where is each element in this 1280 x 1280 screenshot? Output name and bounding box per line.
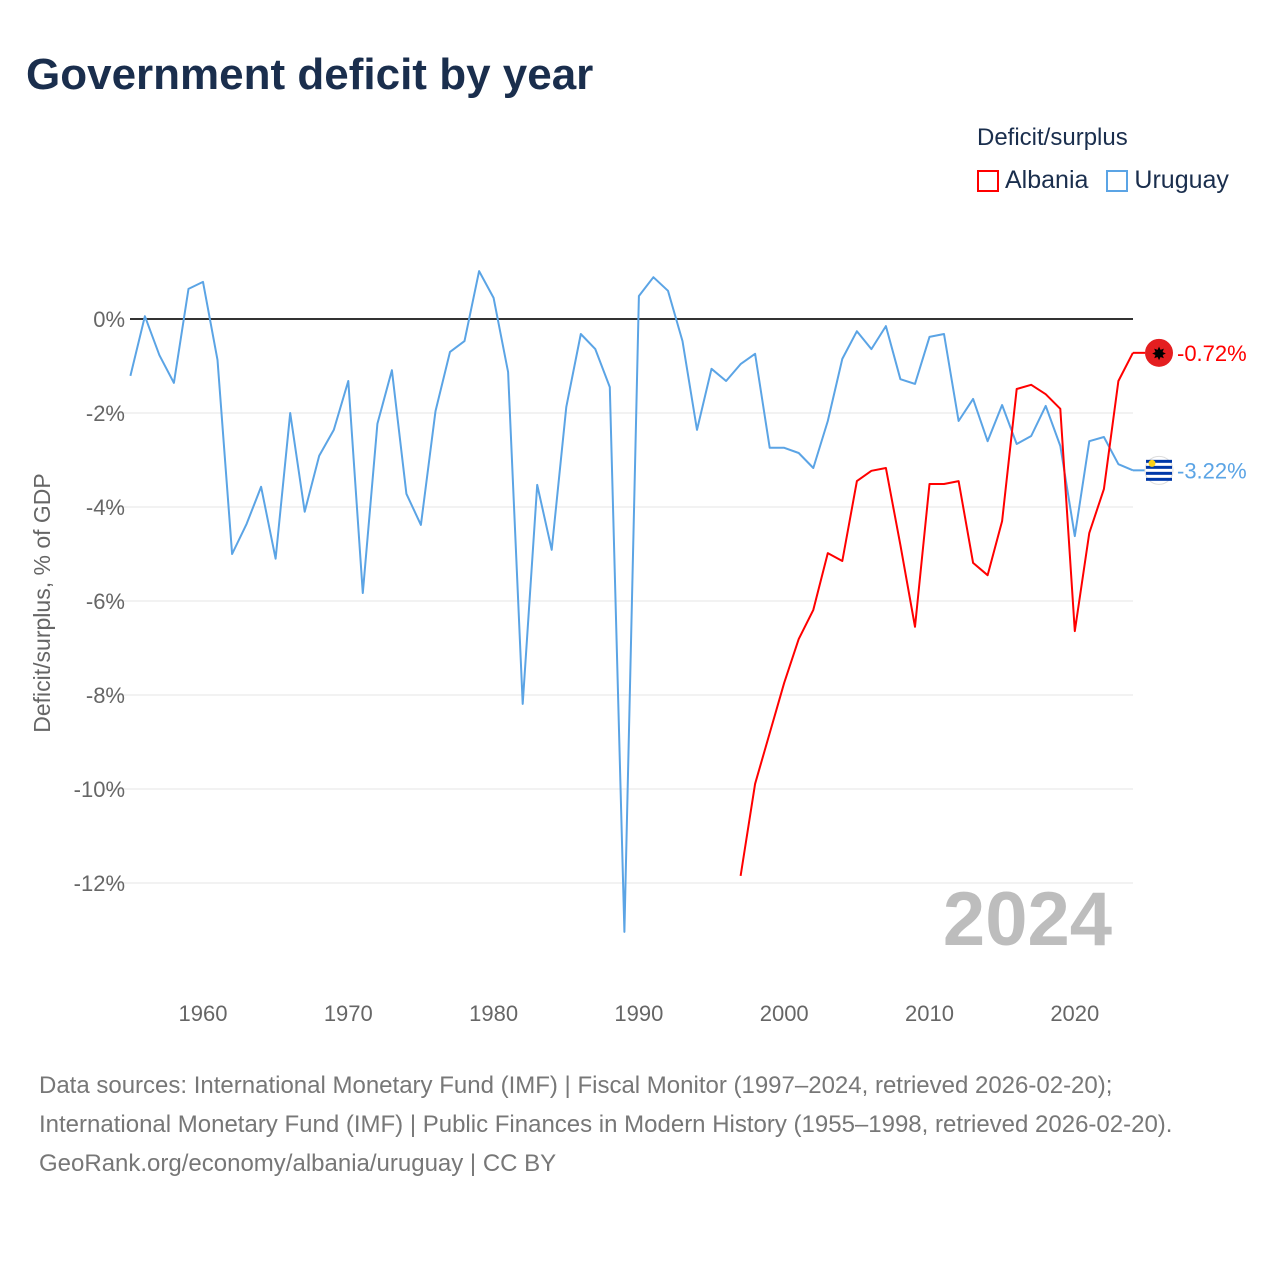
x-tick-label: 1960 (179, 1001, 228, 1026)
x-tick-label: 2020 (1050, 1001, 1099, 1026)
series-line-uruguay (129, 270, 1134, 933)
flag-sun-icon (1148, 459, 1156, 467)
y-tick-label: -4% (86, 495, 125, 520)
flag-stripe (1146, 465, 1172, 469)
legend-label-uruguay: Uruguay (1134, 166, 1229, 194)
legend: Deficit/surplus Albania Uruguay (977, 124, 1229, 195)
x-tick-label: 1970 (324, 1001, 373, 1026)
legend-swatch-albania (977, 169, 999, 192)
end-value-label-uruguay: -3.22% (1177, 458, 1247, 483)
x-tick-label: 1980 (469, 1001, 518, 1026)
y-tick-label: -2% (86, 401, 125, 426)
y-axis-label: Deficit/surplus, % of GDP (29, 473, 55, 732)
legend-swatch-uruguay (1106, 169, 1129, 192)
y-tick-label: -10% (74, 777, 125, 802)
y-tick-label: -6% (86, 589, 125, 614)
flag-stripe (1146, 477, 1172, 481)
flag-eagle-icon: ✸ (1151, 344, 1166, 364)
credit-link[interactable]: GeoRank.org/economy/albania/uruguay | CC… (39, 1150, 557, 1177)
flag-albania-icon (1145, 338, 1173, 367)
chart-title: Government deficit by year (26, 50, 594, 99)
footer: Data sources: International Monetary Fun… (39, 1066, 1239, 1183)
end-value-label-albania: -0.72% (1177, 341, 1247, 366)
legend-item-albania[interactable]: Albania (977, 166, 1088, 195)
series-line-albania (739, 352, 1134, 877)
x-tick-label: 2010 (905, 1001, 954, 1026)
y-tick-label: 0% (93, 307, 125, 332)
legend-item-uruguay[interactable]: Uruguay (1106, 166, 1229, 195)
year-watermark: 2024 (943, 877, 1112, 962)
data-sources: Data sources: International Monetary Fun… (39, 1072, 1173, 1138)
y-tick-label: -12% (74, 871, 125, 896)
legend-label-albania: Albania (1005, 166, 1089, 194)
legend-title: Deficit/surplus (977, 124, 1128, 151)
y-tick-label: -8% (86, 683, 125, 708)
flag-stripe (1146, 459, 1172, 463)
x-tick-label: 2000 (760, 1001, 809, 1026)
x-tick-label: 1990 (614, 1001, 663, 1026)
flag-stripe (1146, 471, 1172, 475)
